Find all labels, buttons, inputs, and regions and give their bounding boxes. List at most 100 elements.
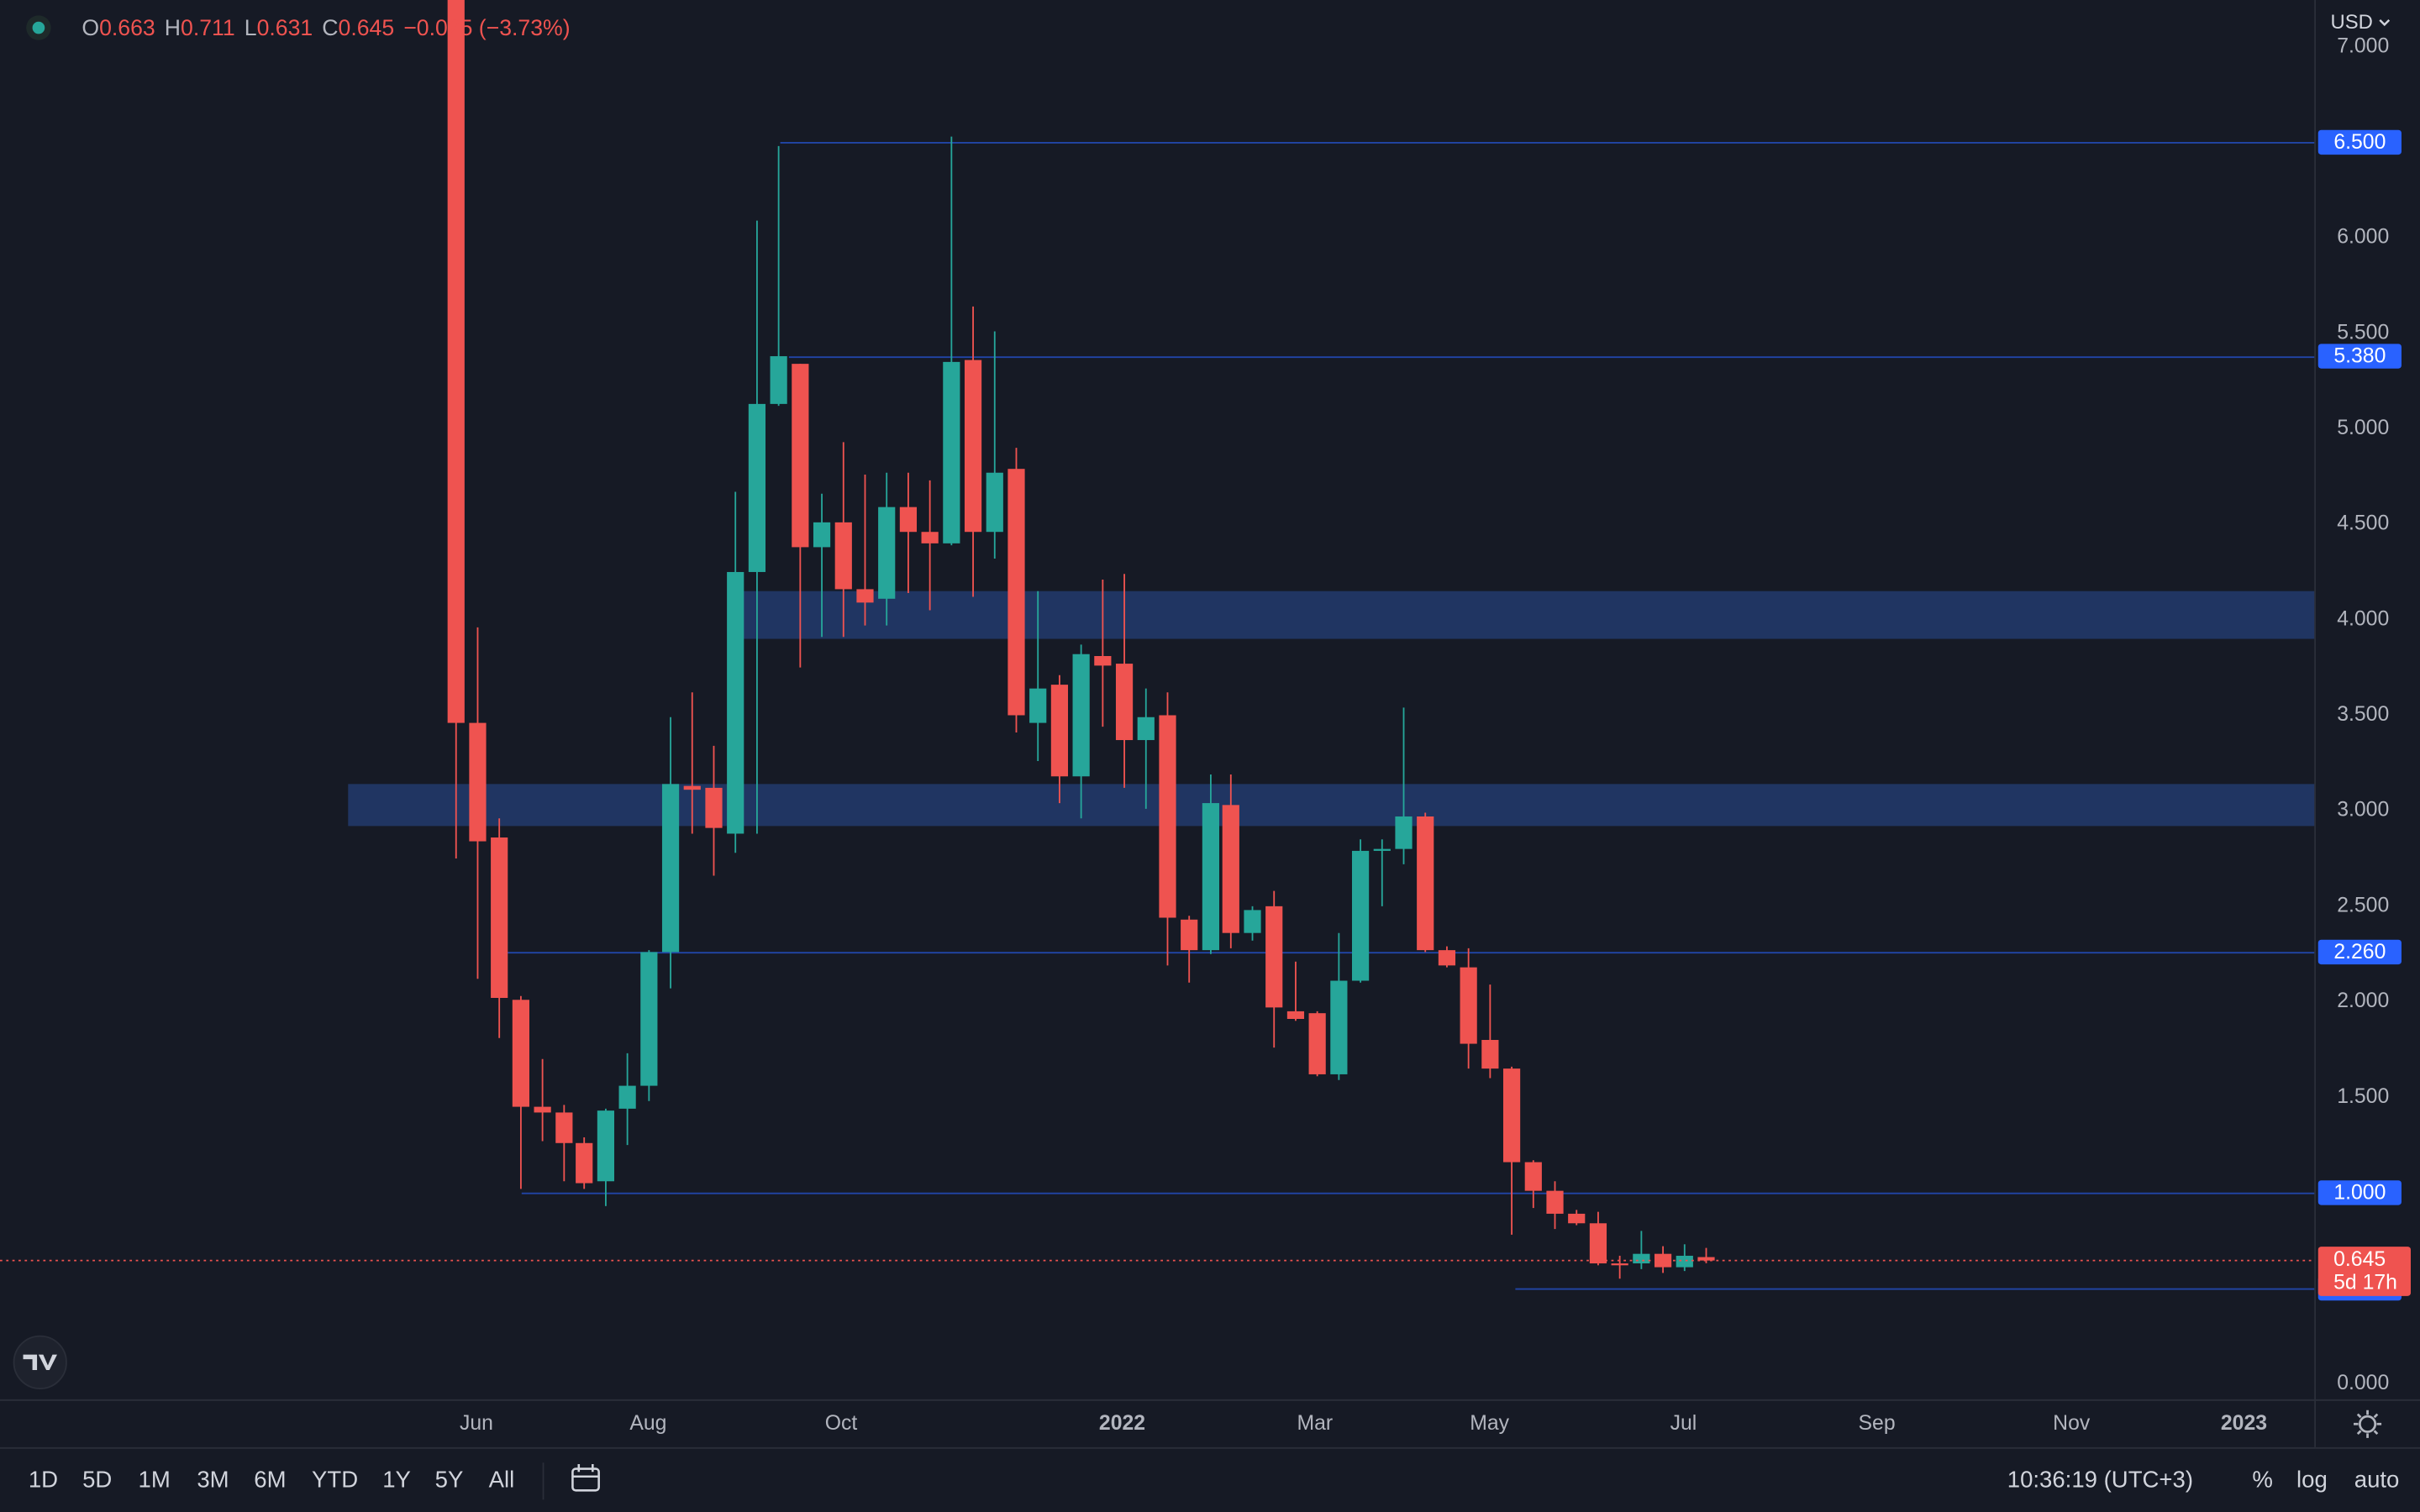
scale-toggle[interactable]: log [2296, 1467, 2328, 1493]
support-zone [742, 591, 2316, 639]
candle-body [1633, 1253, 1650, 1264]
range-button[interactable]: 1M [139, 1467, 171, 1493]
last-price-label: 0.645 [2333, 1248, 2386, 1271]
candle-body [1029, 688, 1047, 723]
candle-body [1222, 805, 1239, 933]
candle-body [705, 787, 723, 828]
candle-body [512, 1000, 529, 1107]
legend-change: −0.025 (−3.73%) [403, 15, 570, 40]
settings-icon-teeth[interactable] [2354, 1410, 2382, 1438]
candle-body [576, 1142, 593, 1184]
x-tick-label: 2023 [2221, 1412, 2267, 1435]
candle-body [943, 361, 960, 543]
y-tick-label: 5.000 [2337, 417, 2389, 439]
legend-value: 0.711 [181, 15, 235, 40]
x-tick-label: May [1470, 1412, 1509, 1435]
currency-selector[interactable]: USD [2330, 11, 2372, 34]
range-button[interactable]: YTD [312, 1467, 358, 1493]
support-zone [348, 784, 2316, 827]
candle-body [899, 507, 918, 533]
candle-body [986, 472, 1003, 533]
range-button[interactable]: 3M [197, 1467, 229, 1493]
candle-body [856, 589, 874, 603]
range-button[interactable]: All [489, 1467, 515, 1493]
clock: 10:36:19 (UTC+3) [2007, 1467, 2193, 1493]
candle-body [1007, 469, 1025, 716]
range-button[interactable]: 1Y [382, 1467, 411, 1493]
candle-body [727, 571, 744, 834]
scale-toggle[interactable]: % [2252, 1467, 2273, 1493]
candle-body [1697, 1257, 1715, 1261]
y-tick-label: 7.000 [2337, 34, 2389, 57]
range-button[interactable]: 1D [29, 1467, 58, 1493]
candle-body [1244, 910, 1261, 933]
candle-body [1481, 1040, 1499, 1069]
ohlc-legend: O0.663 H0.711 L0.631 C0.645 −0.025 (−3.7… [82, 15, 570, 40]
goto-date-icon-detail[interactable] [572, 1464, 599, 1478]
candle-body [1373, 848, 1391, 851]
range-button[interactable]: 6M [254, 1467, 286, 1493]
candle-body [661, 784, 680, 953]
candle-body [1546, 1190, 1564, 1214]
level-price-label: 6.500 [2333, 131, 2386, 154]
range-button[interactable]: 5D [82, 1467, 112, 1493]
candle-body [1115, 664, 1134, 741]
candle-body [1438, 950, 1456, 966]
level-price-label: 5.380 [2333, 345, 2386, 368]
x-tick-label: 2022 [1099, 1412, 1145, 1435]
settings-icon[interactable] [2358, 1415, 2377, 1433]
candle-body [834, 522, 852, 590]
candle-body [1286, 1011, 1305, 1020]
candle-body [1159, 715, 1176, 918]
candle-body [1502, 1068, 1521, 1163]
candle-body [878, 507, 896, 599]
level-price-tag [2317, 939, 2402, 965]
candle-body [1417, 816, 1434, 951]
y-tick-label: 3.500 [2337, 703, 2389, 726]
last-price-tag [2317, 1247, 2411, 1296]
y-tick-label: 1.500 [2337, 1085, 2389, 1108]
x-tick-label: Jul [1670, 1412, 1697, 1435]
status-dot [32, 21, 45, 34]
candle-body [1568, 1213, 1586, 1224]
legend-value: 0.645 [339, 15, 395, 40]
y-tick-label: 3.000 [2337, 799, 2389, 822]
y-tick-label: 5.500 [2337, 321, 2389, 344]
legend-label: O [82, 15, 99, 40]
range-button[interactable]: 5Y [435, 1467, 464, 1493]
bar-countdown: 5d 17h [2333, 1272, 2397, 1294]
level-price-tag [2317, 129, 2402, 155]
y-tick-label: 6.000 [2337, 226, 2389, 249]
legend-label: C [322, 15, 338, 40]
y-tick-label: 2.000 [2337, 990, 2389, 1012]
candle-body [921, 532, 939, 543]
level-price-tag [2317, 1180, 2402, 1205]
level-price-tag [2317, 344, 2402, 369]
candle-body [618, 1085, 636, 1109]
y-tick-label: 4.000 [2337, 607, 2389, 630]
candle-body [964, 360, 982, 533]
candle-body [1308, 1013, 1326, 1074]
candle-body [597, 1110, 615, 1182]
scale-toggle[interactable]: auto [2354, 1467, 2400, 1493]
candle-body [469, 722, 487, 842]
candle-body [447, 0, 465, 723]
candle-body [640, 952, 658, 1086]
plot-area [0, 0, 2316, 1290]
y-tick-label: 4.500 [2337, 512, 2389, 535]
y-tick-label: 2.500 [2337, 894, 2389, 916]
candle-body [1265, 906, 1283, 1008]
x-tick-label: Jun [460, 1412, 493, 1435]
logo[interactable] [23, 1354, 57, 1371]
candle-body [1676, 1255, 1693, 1268]
candle-body [1524, 1162, 1542, 1191]
x-tick-label: Aug [629, 1412, 666, 1435]
candle-body [748, 403, 766, 572]
toolbar: 1D 5D 1M 3M 6M YTD 1Y 5Y All 10:36:19 (UTC+3)% log… [29, 1462, 2400, 1500]
currency-chevron[interactable] [2379, 19, 2391, 27]
logo-badge[interactable] [13, 1335, 67, 1389]
y-tick-label: 0.000 [2337, 1372, 2389, 1394]
legend-value: 0.663 [99, 15, 155, 40]
goto-date-icon[interactable] [571, 1467, 600, 1492]
